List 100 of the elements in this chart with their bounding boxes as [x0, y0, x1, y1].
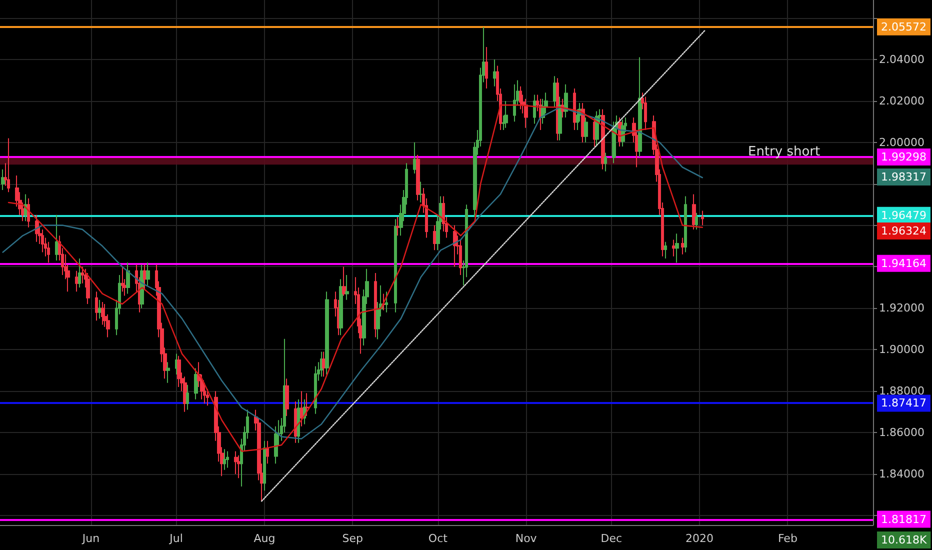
candlestick [533, 94, 536, 124]
candlestick [524, 98, 528, 128]
x-tick-label: Jun [81, 532, 100, 545]
candlestick [339, 278, 343, 336]
candlestick [320, 351, 323, 378]
text: 10.618K [881, 534, 928, 546]
candlestick [81, 266, 84, 284]
ref-line-label: 1.99298 [881, 150, 926, 164]
candlestick [35, 214, 39, 242]
candlestick [394, 218, 397, 313]
candlestick [177, 355, 181, 388]
candlestick [300, 390, 303, 427]
y-tick-label: 1.84000 [879, 468, 924, 481]
x-tick-label: Jul [168, 532, 183, 545]
candlestick [305, 392, 309, 416]
candlestick [485, 46, 488, 89]
candlestick [175, 353, 178, 376]
x-tick-label: Oct [428, 532, 448, 545]
ref-line-label: 1.96479 [881, 208, 926, 222]
candlestick [1, 168, 5, 191]
candlestick [695, 212, 698, 230]
candlestick [573, 88, 576, 130]
y-tick-label: 1.90000 [879, 343, 924, 356]
candlestick [504, 100, 508, 128]
candlestick [7, 138, 10, 193]
candlestick [27, 198, 30, 228]
candlestick [672, 239, 676, 257]
candlestick [206, 388, 209, 406]
candlestick [126, 262, 130, 294]
candlestick [166, 362, 170, 384]
annotation: Entry short [748, 144, 820, 160]
candlestick [345, 274, 349, 300]
candlestick [98, 299, 101, 320]
candlestick [143, 264, 147, 290]
candlestick [237, 454, 241, 479]
candlestick [322, 351, 326, 378]
candlestick [519, 86, 522, 110]
candlestick [396, 216, 400, 236]
candlestick [78, 258, 81, 288]
candlestick [638, 56, 642, 158]
candlestick [146, 262, 150, 286]
candlestick [604, 152, 607, 172]
candlestick [41, 228, 44, 253]
ref-line-label: 1.94164 [881, 256, 926, 270]
candlestick [101, 301, 104, 326]
ref-line-label: 1.87417 [881, 396, 926, 410]
candlestick [121, 266, 124, 292]
candlestick [294, 400, 297, 444]
candlestick [183, 376, 187, 412]
candlestick [314, 366, 317, 414]
x-tick-label: Sep [342, 532, 363, 545]
candlestick [55, 214, 59, 262]
candlestick [186, 384, 189, 410]
candlestick [564, 84, 568, 118]
y-tick-label: 1.88000 [879, 384, 924, 398]
candlestick [325, 291, 329, 376]
candlestick [266, 440, 269, 464]
candlestick [385, 291, 388, 313]
text: 1.98317 [881, 170, 926, 184]
candlestick [86, 272, 90, 305]
candlestick [664, 241, 667, 259]
candlestick [47, 241, 50, 264]
candlestick [285, 378, 289, 416]
x-tick-label: Feb [778, 532, 798, 545]
ref-line-label: 2.05572 [881, 20, 926, 34]
candlestick [459, 239, 462, 276]
candlestick [75, 270, 79, 292]
y-tick-label: 2.02000 [879, 94, 924, 108]
text: 1.96324 [881, 224, 926, 238]
ref-line-label: 1.81817 [881, 512, 926, 526]
candlestick [234, 450, 238, 475]
candlestick [493, 58, 497, 87]
candlestick [553, 76, 556, 108]
candlestick [223, 448, 226, 470]
y-tick-label: 2.00000 [879, 136, 924, 149]
candlestick [701, 210, 704, 226]
candlestick [684, 196, 687, 253]
candlestick [194, 368, 198, 400]
candlestick [413, 142, 417, 174]
candlestick [263, 440, 266, 492]
y-tick-label: 2.04000 [879, 52, 924, 66]
x-tick-label: Nov [515, 532, 538, 545]
candlestick [644, 96, 647, 130]
candlestick [24, 194, 27, 222]
candlestick [558, 96, 562, 141]
y-tick-label: 1.86000 [879, 426, 924, 440]
candlestick [297, 398, 300, 444]
candlestick [584, 117, 588, 143]
candlestick [692, 194, 696, 230]
candlestick [513, 84, 516, 122]
candlestick [374, 272, 377, 338]
y-tick-label: 1.92000 [879, 302, 924, 315]
candlestick [453, 224, 457, 268]
x-tick-label: Dec [600, 532, 622, 545]
candlestick [419, 181, 423, 203]
candlestick [342, 266, 346, 296]
candlestick [601, 108, 605, 170]
x-tick-label: Aug [254, 532, 276, 545]
candlestick [226, 450, 229, 468]
candlestick [681, 237, 684, 255]
